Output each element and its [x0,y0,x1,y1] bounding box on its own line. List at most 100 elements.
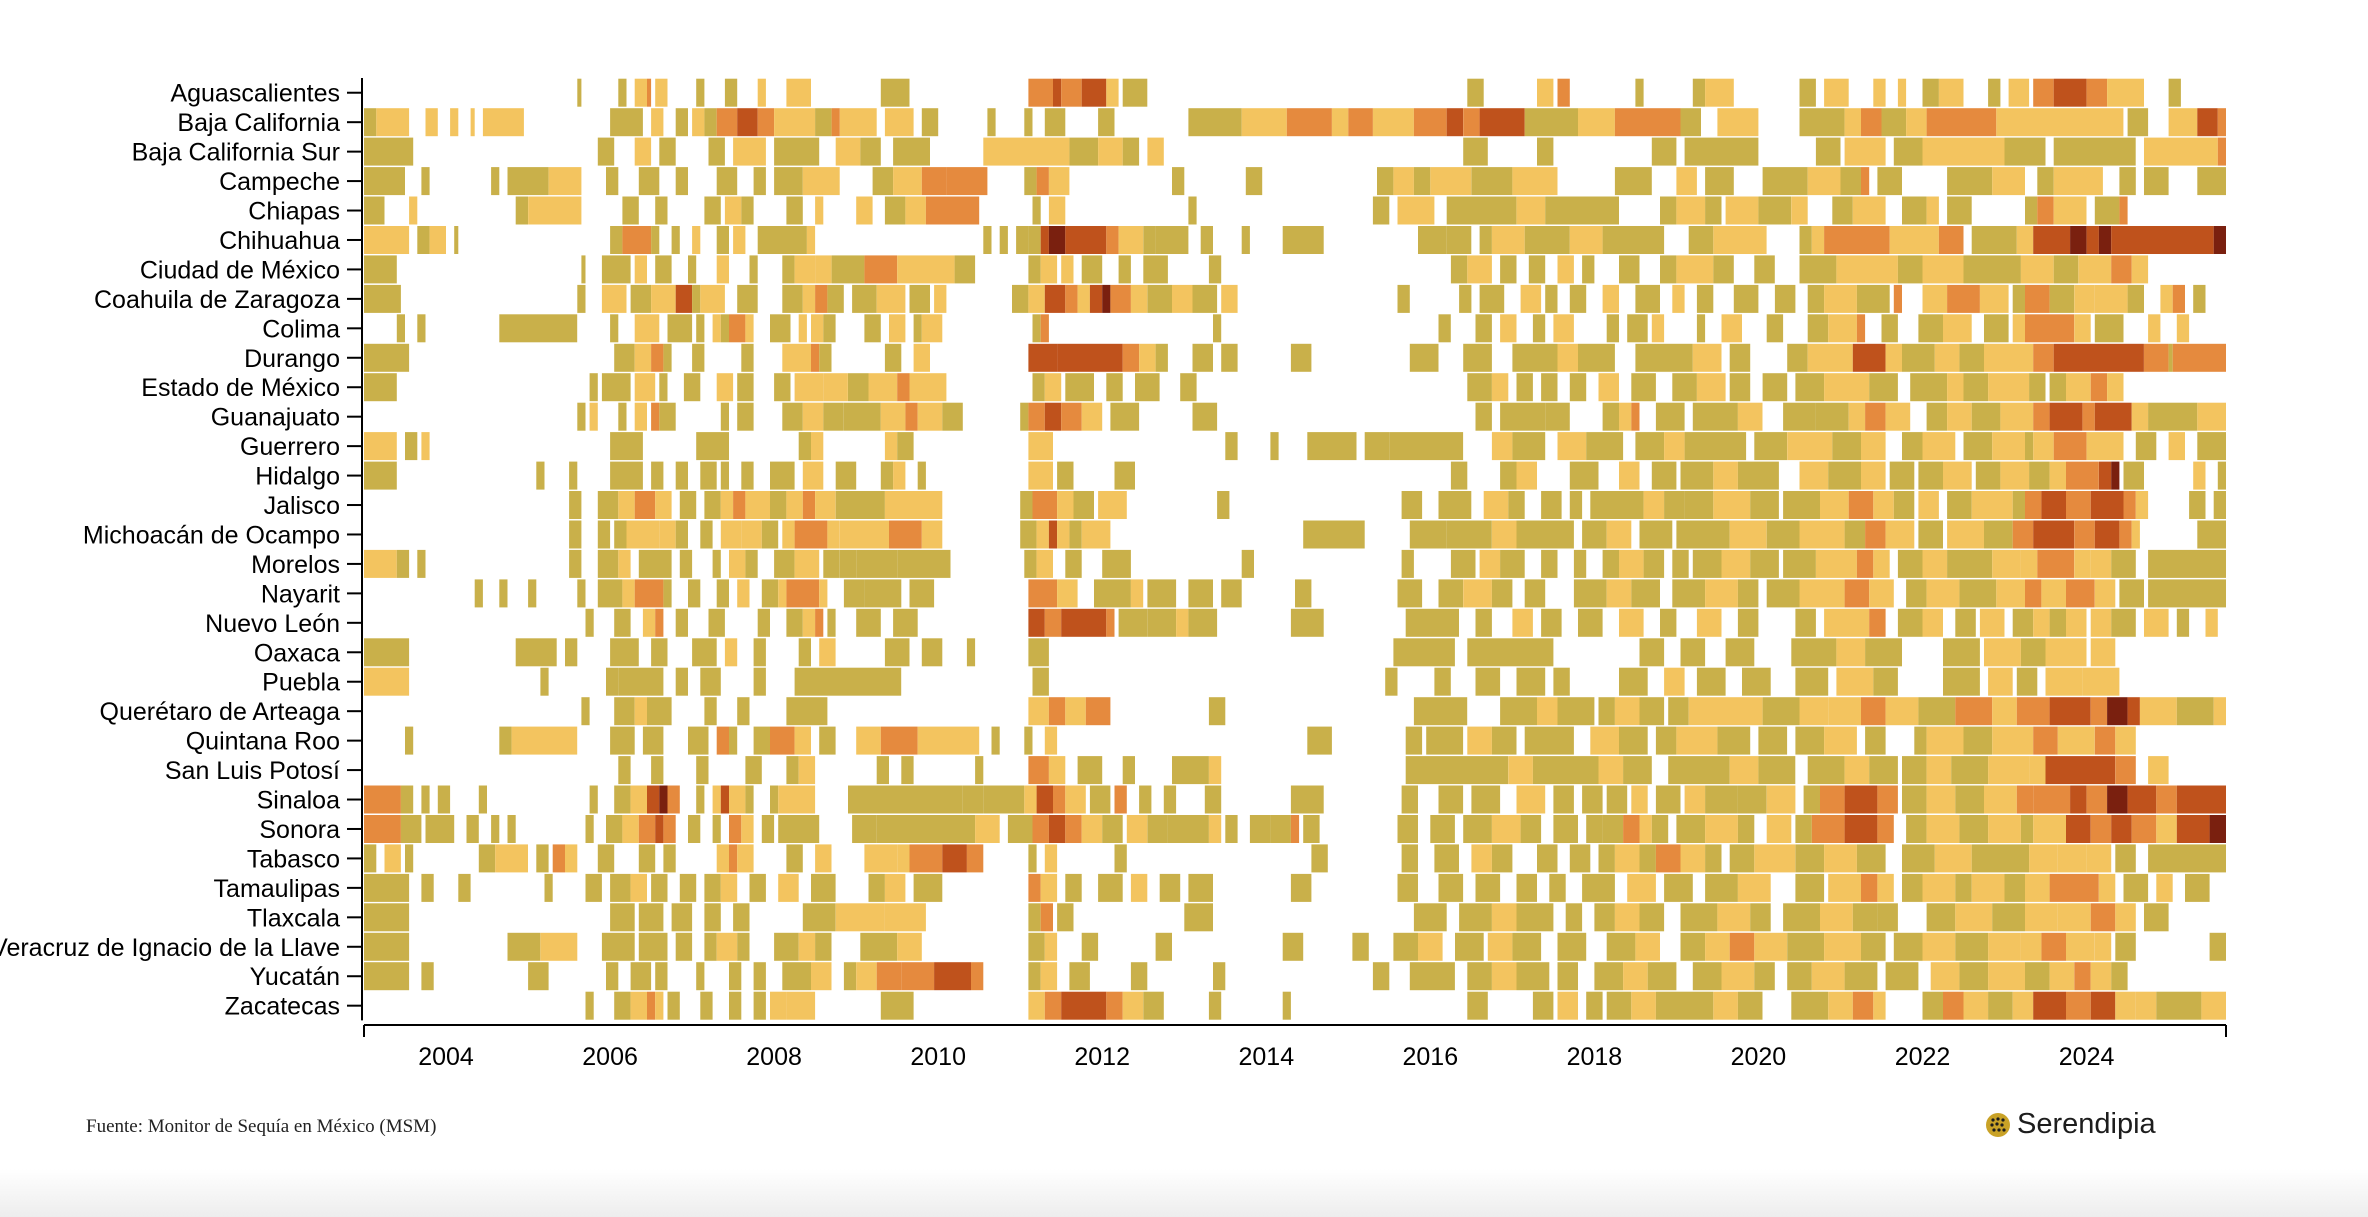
x-tick-label: 2004 [418,1043,474,1071]
heatmap-cell [884,108,914,137]
heatmap-cell [839,108,877,137]
heatmap-cell [1348,108,1373,137]
heatmap-cell [696,314,705,343]
heatmap-cell [2209,815,2226,843]
heatmap-cell [1602,549,1619,578]
heatmap-cell [1614,697,1640,726]
heatmap-cell [1155,932,1172,961]
heatmap-cell [704,903,721,932]
heatmap-cell [712,785,721,814]
heatmap-cell [1118,255,1131,284]
heatmap-cell [1221,343,1238,372]
heatmap-cell [2185,873,2210,902]
heatmap-cell [1758,726,1788,755]
heatmap-cell [761,579,779,608]
heatmap-cell [1721,549,1751,578]
heatmap-cell [2025,491,2042,519]
heatmap-cell [1520,815,1542,843]
heatmap-cell [1192,402,1218,431]
heatmap-cell [716,373,734,402]
heatmap-cell [798,314,807,343]
row-label: Guerrero [240,433,340,461]
heatmap-cell [630,873,647,902]
heatmap-cell [2094,726,2116,755]
heatmap-cell [2033,815,2066,843]
heatmap-cell [2066,461,2099,490]
row-label: Baja California [177,109,340,137]
heatmap-cell [716,579,729,608]
heatmap-cell [495,844,528,873]
heatmap-cell [778,579,787,608]
heatmap-cell [2041,579,2066,608]
heatmap-cell [1598,697,1615,726]
heatmap-cell [589,373,598,402]
heatmap-cell [1893,284,1902,313]
heatmap-cell [1865,638,1902,667]
heatmap-cell [2115,991,2136,1020]
heatmap-cell [2012,314,2025,343]
heatmap-cell [1664,873,1693,902]
heatmap-cell [1413,697,1468,726]
heatmap-cell [1475,314,1492,343]
heatmap-cell [1897,78,1907,107]
row-label: Sonora [259,816,340,844]
heatmap-cell [913,343,930,372]
heatmap-cell [1024,785,1037,814]
heatmap-cell [1545,402,1570,431]
heatmap-cell [1028,844,1037,873]
heatmap-cell [1418,932,1443,961]
heatmap-cell [2049,402,2083,431]
heatmap-cell [1758,756,1796,785]
heatmap-cell [1926,196,1939,225]
heatmap-cell [1705,196,1722,225]
heatmap-cell [425,815,455,843]
heatmap-cell [1241,108,1287,137]
heatmap-cell [675,108,688,137]
heatmap-cell [1774,284,1796,313]
heatmap-cell [651,343,664,372]
heatmap-cell [1565,903,1583,932]
heatmap-cell [999,226,1008,254]
heatmap-cell [1807,343,1841,372]
heatmap-cell [606,167,619,196]
heatmap-cell [2094,284,2128,313]
heatmap-cell [1614,844,1640,873]
heatmap-cell [1491,815,1521,843]
heatmap-cell [544,873,553,902]
heatmap-cell [1619,726,1648,755]
heatmap-cell [1241,226,1250,254]
heatmap-cell [499,726,512,755]
heatmap-cell [1795,373,1825,402]
heatmap-cell [1824,726,1857,755]
heatmap-cell [1114,461,1135,490]
heatmap-cell [1840,167,1861,196]
heatmap-cell [2144,343,2169,372]
heatmap-cell [421,432,430,461]
heatmap-cell [1897,255,1923,284]
heatmap-cell [1729,520,1767,549]
heatmap-cell [569,491,582,519]
heatmap-cell [1705,167,1734,196]
heatmap-cell [1102,549,1131,578]
heatmap-cell [1385,667,1398,696]
heatmap-cell [884,196,906,225]
heatmap-cell [1852,196,1886,225]
heatmap-cell [1655,402,1685,431]
heatmap-cell [1364,432,1390,461]
heatmap-cell [700,991,713,1020]
heatmap-cell [1762,697,1800,726]
heatmap-cell [770,491,787,519]
heatmap-cell [478,785,487,814]
heatmap-cell [1754,432,1788,461]
heatmap-cell [1475,608,1492,637]
heatmap-cell [1208,255,1222,284]
heatmap-cell [1065,873,1082,902]
row-label: Oaxaca [254,639,340,667]
heatmap-cell [1221,579,1242,608]
heatmap-cell [864,844,898,873]
heatmap-cell [1516,785,1546,814]
heatmap-cell [1270,815,1291,843]
heatmap-cell [2135,991,2157,1020]
heatmap-cell [1791,638,1837,667]
heatmap-cell [729,314,746,343]
